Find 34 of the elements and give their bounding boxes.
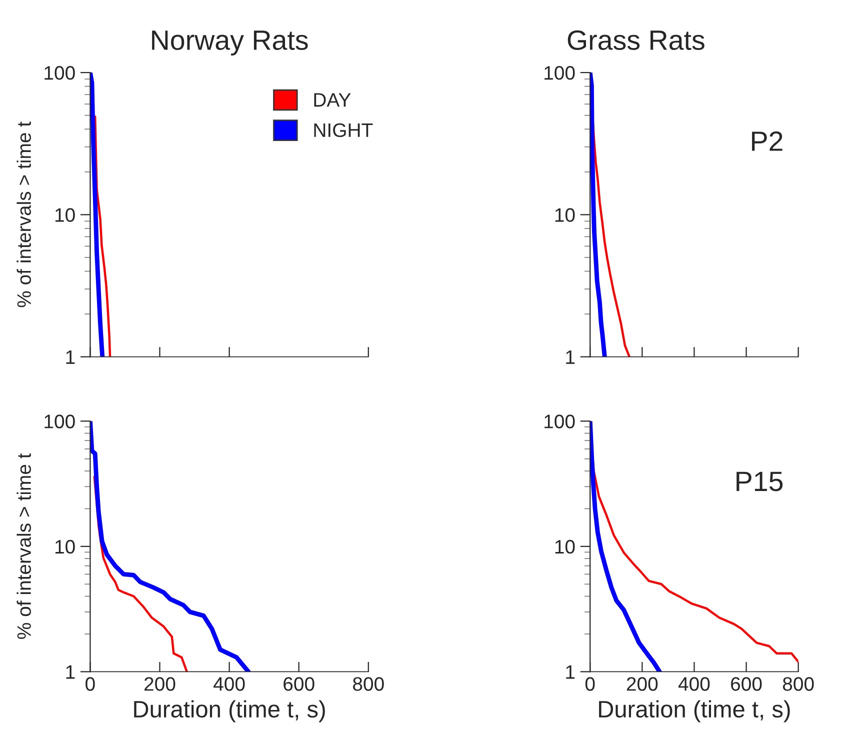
x-tick-label: 0 (86, 677, 95, 691)
y-tick-label: 10 (555, 208, 575, 222)
y-tick-label: 100 (544, 66, 575, 80)
x-axis-title: Duration (time t, s) (599, 700, 790, 722)
annotation: P2 (752, 131, 782, 151)
y-tick-label: 1 (566, 665, 575, 679)
y-tick-label: 10 (555, 540, 575, 554)
legend-label: DAY (314, 93, 351, 107)
y-tick-label: 100 (544, 414, 575, 428)
line-series (93, 476, 188, 672)
x-tick-label: 200 (626, 677, 658, 691)
y-tick-label: 1 (566, 350, 575, 364)
annotation: P15 (736, 472, 783, 492)
x-tick-label: 200 (144, 677, 176, 691)
y-tick-label: 100 (44, 66, 75, 80)
y-axis-title: % of intervals > time t (16, 453, 31, 639)
y-axis-title: % of intervals > time t (16, 122, 31, 308)
legend-label: NIGHT (314, 123, 373, 138)
y-tick-label: 100 (44, 414, 75, 428)
x-tick-label: 400 (214, 677, 245, 691)
x-axis-title: Duration (time t, s) (134, 700, 325, 722)
chart-title: Norway Rats (152, 30, 308, 56)
line-series (94, 115, 112, 357)
x-tick-label: 400 (678, 677, 710, 691)
chart-title: Grass Rats (568, 30, 704, 50)
y-tick-label: 1 (66, 665, 75, 679)
x-tick-label: 800 (353, 677, 384, 691)
x-tick-label: 0 (585, 677, 595, 691)
y-tick-label: 1 (66, 350, 75, 364)
x-tick-label: 600 (731, 677, 762, 691)
y-tick-label: 10 (55, 540, 75, 554)
y-tick-label: 10 (55, 208, 75, 222)
x-tick-label: 800 (782, 677, 814, 691)
x-tick-label: 600 (284, 677, 314, 691)
